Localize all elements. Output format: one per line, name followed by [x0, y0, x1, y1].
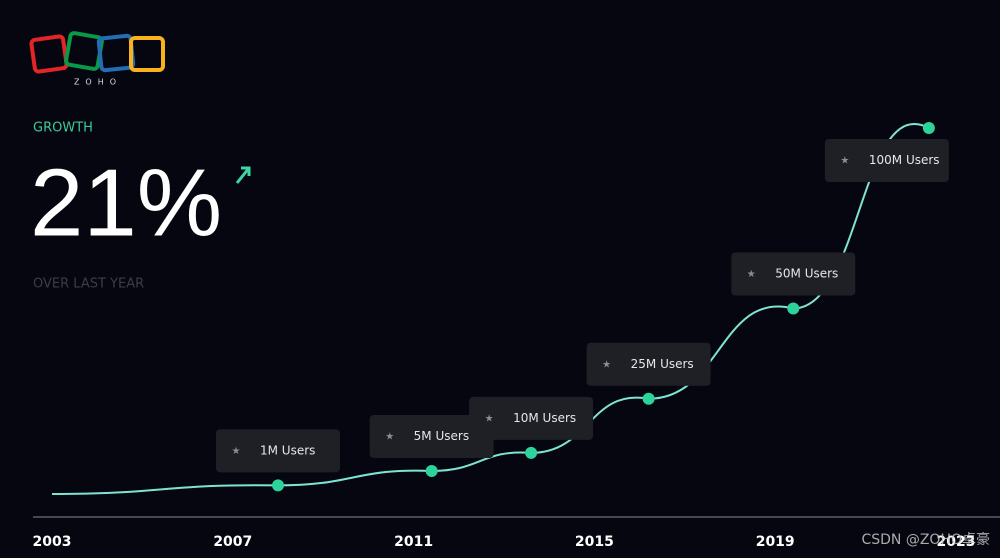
- milestone-box: [586, 342, 711, 386]
- logo-text: ZOHO: [74, 78, 122, 87]
- milestone-box: [216, 429, 340, 473]
- x-tick-label: 2019: [756, 534, 795, 550]
- milestone-box: [469, 396, 594, 440]
- watermark: CSDN @ZOHO卓豪: [861, 532, 990, 548]
- milestone-label: 100M Users: [869, 153, 940, 167]
- logo: [29, 31, 165, 74]
- milestone-dot: [425, 464, 438, 477]
- milestone-star: ★: [232, 446, 241, 457]
- milestone-label: 25M Users: [631, 357, 694, 371]
- x-tick-label: 2007: [213, 534, 252, 550]
- milestone-label: 10M Users: [513, 411, 576, 425]
- milestone-label: 1M Users: [260, 443, 315, 457]
- x-tick-label: 2011: [394, 534, 433, 550]
- milestone-star: ★: [485, 413, 494, 424]
- headline-value: 21%: [30, 149, 222, 256]
- headline-caption: OVER LAST YEAR: [33, 277, 144, 292]
- milestone-star: ★: [602, 359, 611, 370]
- milestone-star: ★: [747, 269, 756, 280]
- milestone-box: [731, 252, 856, 296]
- up-arrow: [235, 166, 251, 184]
- milestone-dot: [525, 446, 538, 459]
- milestone-label: 5M Users: [414, 429, 469, 443]
- milestone-dot: [272, 479, 284, 492]
- logo-yellow: [129, 36, 165, 72]
- headline-label: GROWTH: [33, 121, 93, 136]
- x-tick-label: 2023: [937, 534, 976, 550]
- milestone-box: [824, 139, 949, 182]
- arrow-path: [235, 166, 251, 184]
- logo-red: [29, 34, 69, 74]
- milestone-label: 50M Users: [775, 267, 838, 281]
- milestone-star: ★: [385, 431, 394, 442]
- milestone-dot: [642, 392, 655, 405]
- milestone-box: [369, 414, 494, 458]
- x-tick-label: 2015: [575, 534, 614, 550]
- x-tick-label: 2003: [33, 534, 72, 550]
- milestone-dot: [787, 302, 800, 315]
- milestone-star: ★: [840, 156, 849, 167]
- milestone-dot: [922, 122, 935, 134]
